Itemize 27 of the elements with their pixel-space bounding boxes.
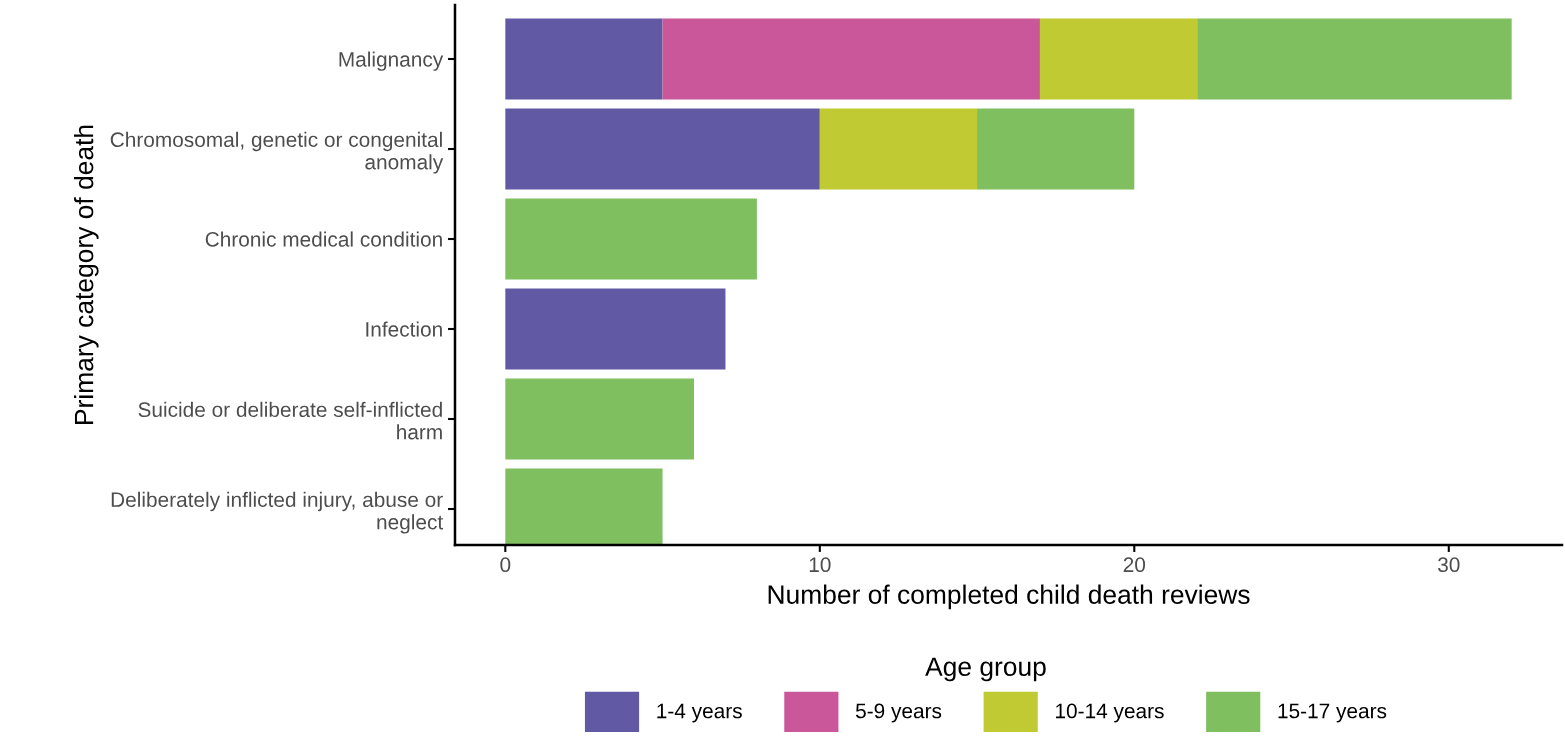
y-tick-label: Chromosomal, genetic or congenital anomaly (110, 131, 444, 174)
y-axis-title: Primary category of death (74, 125, 99, 424)
y-tick-label: Suicide or deliberate self-inflicted harm (138, 401, 442, 440)
x-tick-label: 10 (809, 557, 831, 573)
bar (1197, 18, 1512, 100)
bar (662, 18, 1040, 100)
bar (505, 198, 757, 280)
bar (505, 288, 726, 370)
bar (505, 18, 663, 100)
y-tick-label: Deliberately inflicted injury, abuse or neglect (111, 491, 444, 534)
legend-label: 1-4 years (657, 703, 742, 723)
bar (505, 108, 820, 190)
x-tick-label: 30 (1437, 557, 1460, 573)
legend-label: 10-14 years (1056, 703, 1164, 723)
legend-label: 15-17 years (1278, 703, 1387, 723)
y-tick-label: Infection (366, 321, 442, 337)
x-tick-label: 0 (500, 557, 511, 573)
y-tick-label: Chronic medical condition (205, 231, 442, 247)
x-axis-title: Number of completed child death reviews (768, 584, 1250, 610)
bar (505, 378, 695, 460)
legend-label: 5-9 years (855, 703, 942, 723)
y-tick-label: Malignancy (339, 51, 444, 71)
legend-title: Age group (925, 657, 1046, 682)
bar (819, 108, 978, 190)
bar (977, 108, 1135, 190)
x-tick-label: 20 (1123, 557, 1146, 573)
bar (1039, 18, 1198, 100)
